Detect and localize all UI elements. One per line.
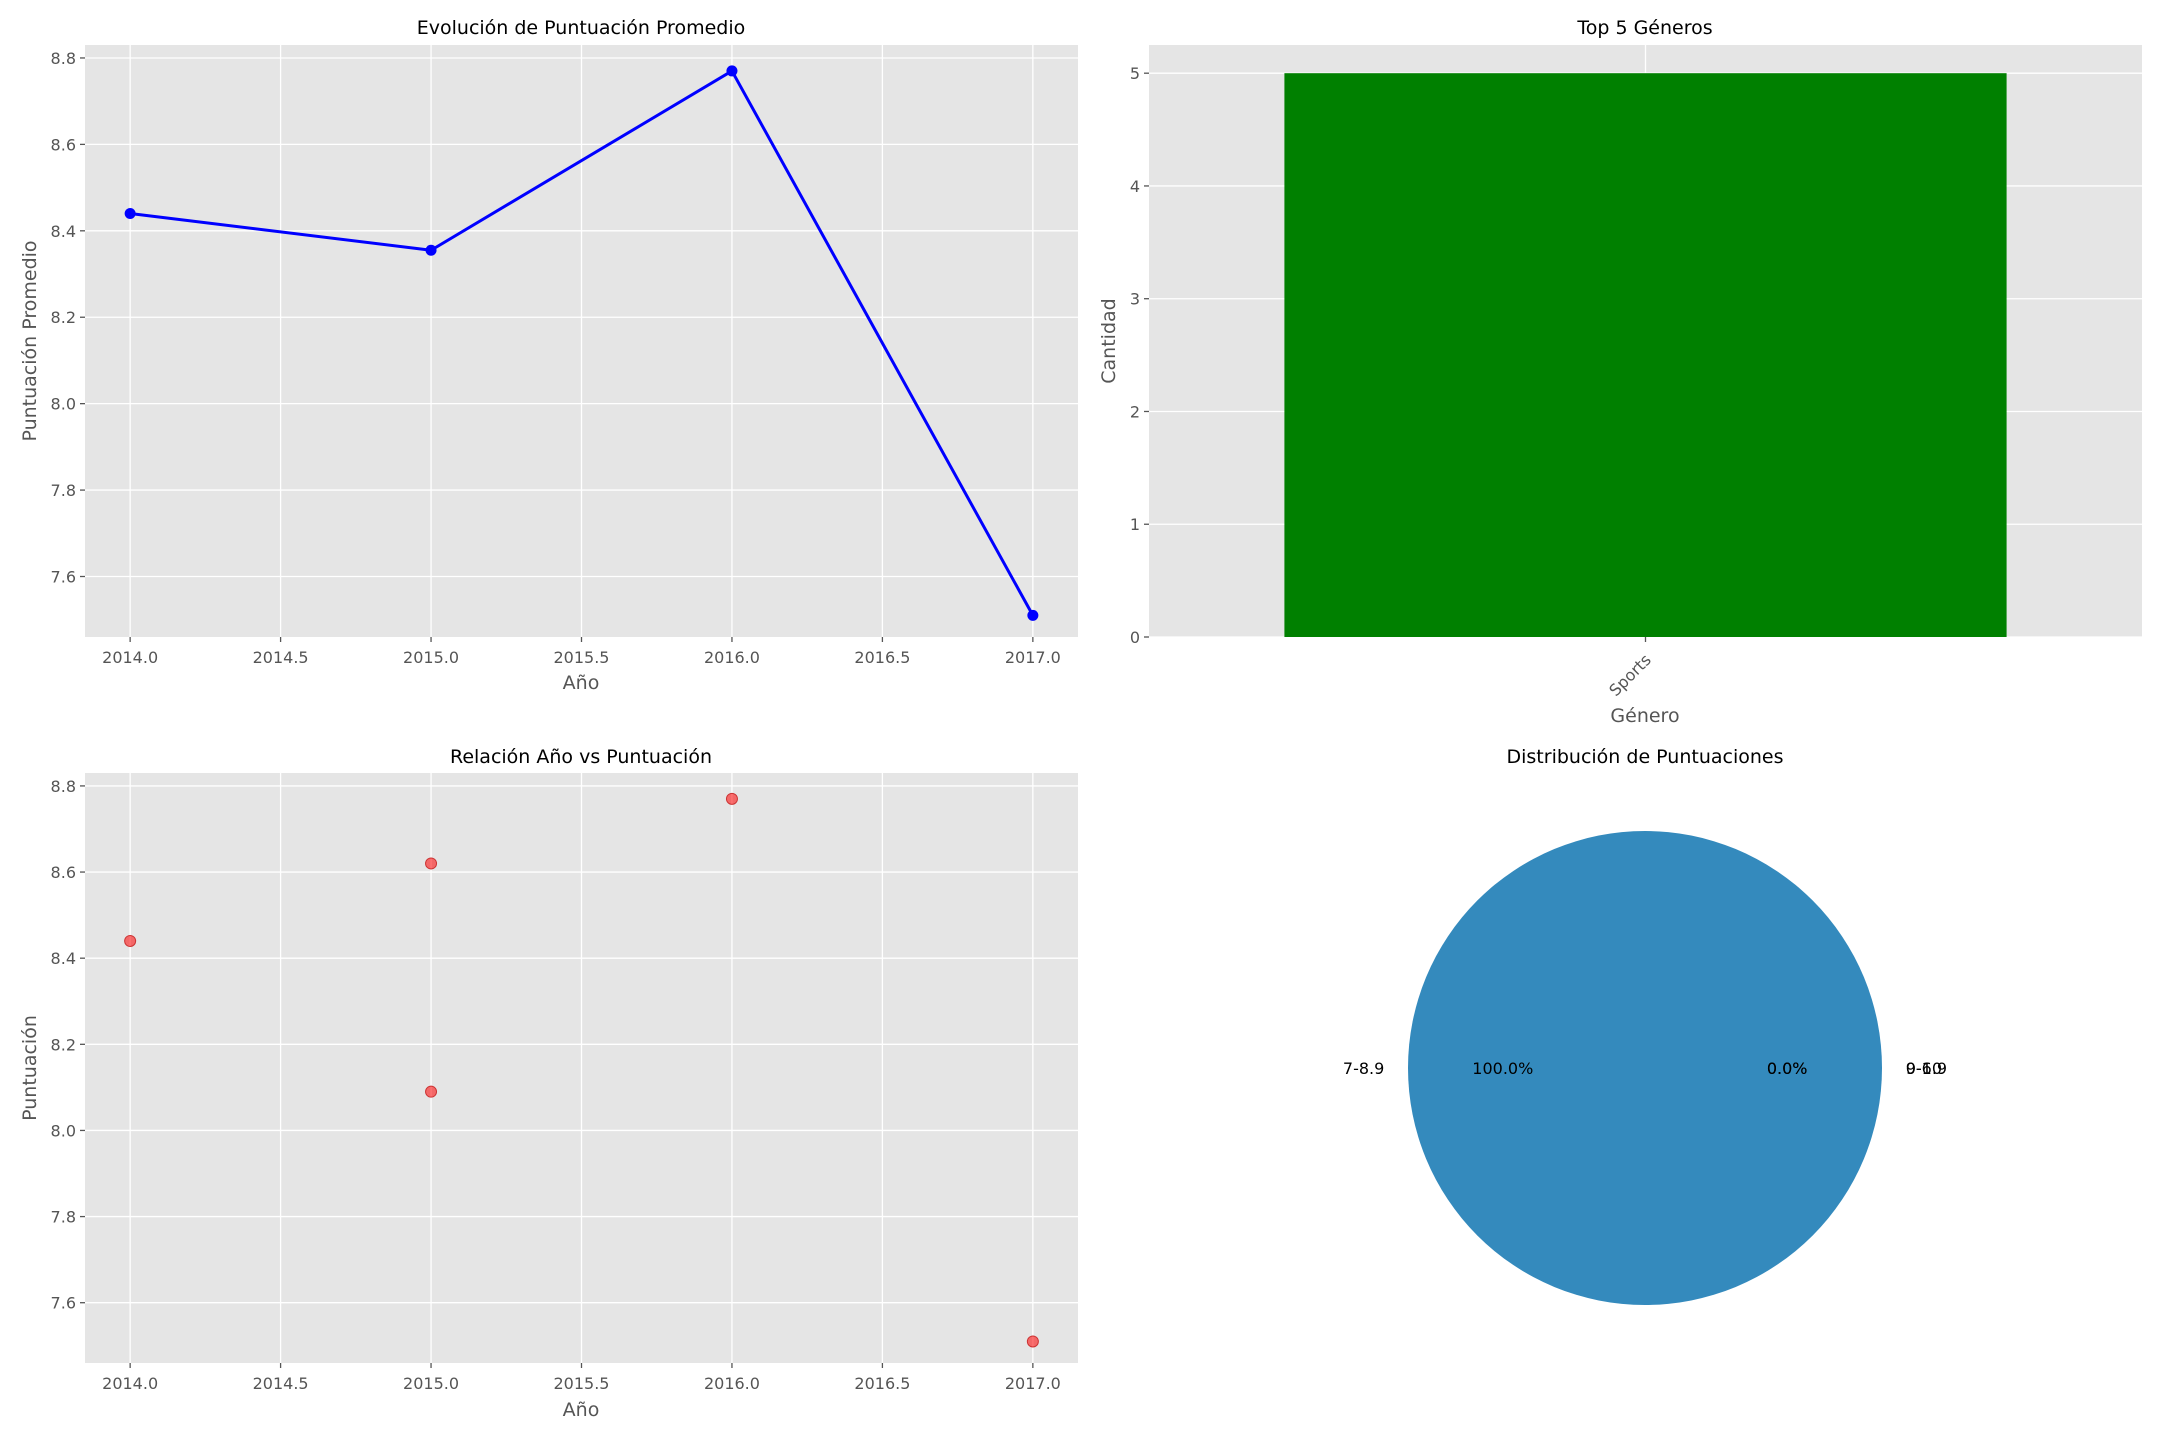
pie-label: 7-8.9 [1343, 1059, 1384, 1078]
y-tick-label: 8.8 [51, 49, 76, 68]
x-tick-label: 2014.5 [253, 1374, 309, 1393]
bar-chart-xlabel: Género [1610, 705, 1679, 727]
y-tick-label: 8.8 [51, 777, 76, 796]
x-tick-label: 2016.0 [704, 1374, 760, 1393]
x-tick-label: Sports [1605, 650, 1655, 700]
y-tick-label: 8.0 [51, 1121, 76, 1140]
data-point [425, 244, 437, 256]
y-tick-label: 8.0 [51, 395, 76, 414]
pie-slice [1408, 831, 1882, 1305]
x-tick-label: 2015.0 [403, 1374, 459, 1393]
pie-label: 0-6.9 [1906, 1059, 1947, 1078]
data-point [726, 65, 738, 77]
scatter-point [425, 857, 438, 870]
y-tick-label: 8.6 [51, 863, 76, 882]
pie-pct-label: 0.0% [1767, 1059, 1808, 1078]
x-tick-label: 2014.5 [253, 648, 309, 667]
line-chart-ylabel: Puntuación Promedio [19, 240, 41, 441]
pie-pct-label: 100.0% [1472, 1059, 1533, 1078]
y-tick-label: 0 [1130, 628, 1140, 647]
x-tick-label: 2016.0 [704, 648, 760, 667]
scatter-chart-ylabel: Puntuación [19, 1015, 41, 1121]
y-tick-label: 7.8 [51, 1208, 76, 1227]
bar-chart-ylabel: Cantidad [1098, 298, 1120, 383]
y-tick-label: 8.2 [51, 308, 76, 327]
x-tick-label: 2014.0 [102, 1374, 158, 1393]
line-chart-title: Evolución de Puntuación Promedio [417, 17, 746, 39]
x-tick-label: 2017.0 [1005, 1374, 1061, 1393]
bar [1284, 73, 2007, 637]
y-tick-label: 8.6 [51, 135, 76, 154]
y-tick-label: 7.6 [51, 568, 76, 587]
y-tick-label: 2 [1130, 402, 1140, 421]
bar-chart-panel: 0 1 2 3 4 5 Sports Top 5 Géneros Género Cantid… [1098, 17, 2142, 727]
series-line [129, 69, 1035, 617]
y-tick-label: 1 [1130, 515, 1140, 534]
scatter-chart-panel: 2014.0 2014.5 2015.0 2015.5 2016.0 2016.5 2017… [19, 746, 1078, 1421]
x-tick-label: 2015.5 [554, 648, 610, 667]
scatter-chart-title: Relación Año vs Puntuación [450, 746, 712, 768]
scatter-point [425, 1085, 438, 1098]
y-tick-label: 8.4 [51, 949, 76, 968]
line-chart-panel: 2014.0 2014.5 2015.0 2015.5 2016.0 2016.5 2017… [19, 17, 1078, 694]
x-tick-label: 2014.0 [102, 648, 158, 667]
data-point [124, 208, 136, 220]
x-tick-label: 2015.0 [403, 648, 459, 667]
pie-label: 9-10 [1906, 1059, 1942, 1078]
x-tick-label: 2015.5 [554, 1374, 610, 1393]
y-tick-label: 8.2 [51, 1035, 76, 1054]
y-tick-label: 4 [1130, 177, 1140, 196]
pie-pct-label: 0.0% [1767, 1059, 1808, 1078]
x-tick-label: 2017.0 [1005, 648, 1061, 667]
scatter-point [1026, 1335, 1039, 1348]
scatter-chart-xlabel: Año [563, 1399, 600, 1421]
y-tick-label: 8.4 [51, 222, 76, 241]
bar-chart-title: Top 5 Géneros [1576, 17, 1712, 39]
data-point [1027, 609, 1039, 621]
x-tick-label: 2016.5 [854, 648, 910, 667]
x-tick-label: 2016.5 [854, 1374, 910, 1393]
y-tick-label: 7.8 [51, 481, 76, 500]
y-tick-label: 7.6 [51, 1294, 76, 1313]
pie-chart-title: Distribución de Puntuaciones [1507, 746, 1784, 768]
scatter-point [124, 934, 137, 947]
scatter-point [725, 792, 738, 805]
y-tick-label: 3 [1130, 290, 1140, 309]
pie-chart-panel: Distribución de Puntuaciones 7-8.9 100.0%… [1343, 746, 1947, 1305]
line-chart-xlabel: Año [563, 672, 600, 694]
y-tick-label: 5 [1130, 64, 1140, 83]
